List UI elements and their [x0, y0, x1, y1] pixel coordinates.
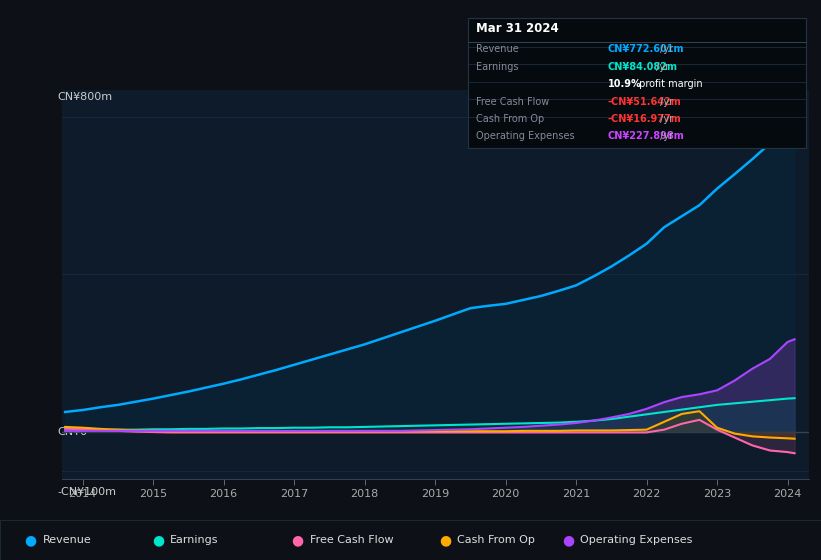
Text: Revenue: Revenue	[476, 44, 519, 54]
Text: /yr: /yr	[653, 62, 669, 72]
Text: -CN¥16.977m: -CN¥16.977m	[608, 114, 681, 124]
Text: ●: ●	[152, 533, 164, 547]
Text: profit margin: profit margin	[636, 79, 703, 89]
Text: Earnings: Earnings	[170, 535, 218, 545]
Text: Free Cash Flow: Free Cash Flow	[476, 96, 549, 106]
Text: /yr: /yr	[658, 96, 673, 106]
Text: Free Cash Flow: Free Cash Flow	[310, 535, 393, 545]
Text: CN¥800m: CN¥800m	[57, 91, 113, 101]
Text: /yr: /yr	[658, 44, 673, 54]
Text: ●: ●	[291, 533, 304, 547]
Text: ●: ●	[439, 533, 452, 547]
Text: -CN¥100m: -CN¥100m	[57, 487, 117, 497]
Text: Cash From Op: Cash From Op	[476, 114, 544, 124]
Text: Operating Expenses: Operating Expenses	[580, 535, 693, 545]
Text: CN¥0: CN¥0	[57, 427, 88, 437]
Text: ●: ●	[25, 533, 37, 547]
Text: Operating Expenses: Operating Expenses	[476, 132, 575, 142]
Text: CN¥227.898m: CN¥227.898m	[608, 132, 685, 142]
Text: -CN¥51.642m: -CN¥51.642m	[608, 96, 681, 106]
Text: ●: ●	[562, 533, 575, 547]
Text: Mar 31 2024: Mar 31 2024	[476, 22, 559, 35]
Text: Cash From Op: Cash From Op	[457, 535, 535, 545]
Text: Earnings: Earnings	[476, 62, 519, 72]
Text: CN¥84.082m: CN¥84.082m	[608, 62, 677, 72]
Text: Revenue: Revenue	[43, 535, 91, 545]
Text: 10.9%: 10.9%	[608, 79, 641, 89]
Text: CN¥772.601m: CN¥772.601m	[608, 44, 684, 54]
Text: /yr: /yr	[658, 132, 673, 142]
Text: /yr: /yr	[658, 114, 673, 124]
